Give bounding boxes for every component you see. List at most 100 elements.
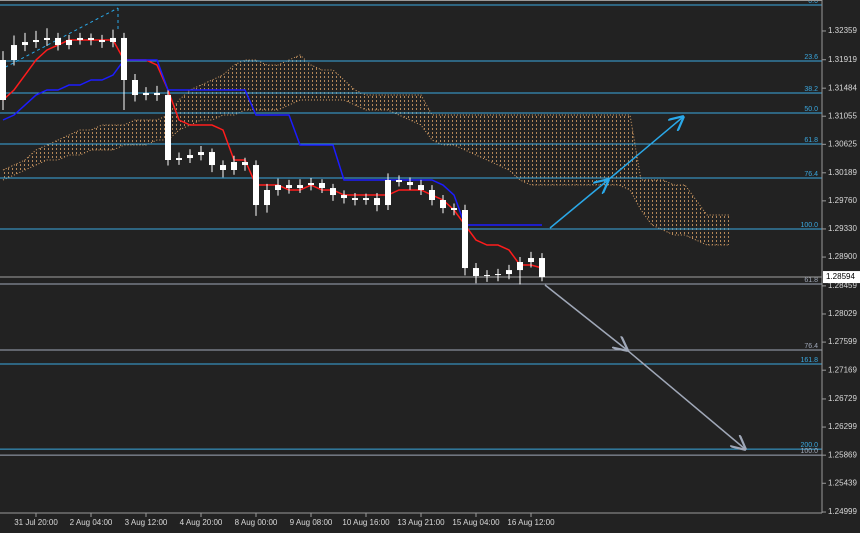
x-tick-label: 16 Aug 12:00 (507, 518, 555, 527)
candle-layer (0, 28, 545, 285)
projection-arrow (626, 349, 745, 449)
y-tick-label: 1.30625 (828, 139, 857, 148)
candle-body (308, 183, 314, 186)
candle-body (286, 185, 292, 189)
y-tick-label: 1.26299 (828, 422, 857, 431)
x-tick-label: 31 Jul 20:00 (14, 518, 58, 527)
y-tick-label: 1.32359 (828, 26, 857, 35)
candle-body (352, 198, 358, 200)
candle-body (132, 79, 138, 96)
candle-body (264, 189, 270, 206)
cloud (3, 55, 729, 246)
indicator-line (2, 59, 542, 226)
candle-body (88, 37, 94, 40)
fib-label: 76.4 (804, 171, 818, 178)
x-tick-label: 2 Aug 04:00 (70, 518, 113, 527)
candle-body (154, 93, 160, 96)
fib-label: 76.4 (804, 343, 818, 350)
projection-arrow (607, 117, 683, 181)
fib-label: 61.8 (804, 277, 818, 284)
y-tick-label: 1.27599 (828, 337, 857, 346)
cloud-edge (2, 54, 729, 216)
candle-body (33, 39, 39, 43)
candle-body (297, 185, 303, 189)
time-axis-bg (0, 513, 822, 533)
fib-label: 0.0 (808, 0, 818, 5)
candle-body (462, 209, 468, 269)
candle-body (396, 179, 402, 183)
candle-body (187, 155, 193, 159)
fib-layer: 0.0 23.6 38.2 50.0 61.8 76.4 100.0 61.8 76.4 161.… (0, 0, 822, 456)
fib-label: 23.6 (804, 54, 818, 61)
x-tick-label: 8 Aug 00:00 (235, 518, 278, 527)
candle-body (11, 45, 17, 60)
fib-label: 38.2 (804, 86, 818, 93)
candle-body (341, 195, 347, 199)
candle-body (385, 179, 391, 206)
candle-body (77, 37, 83, 40)
y-tick-label: 1.28900 (828, 252, 857, 261)
candle-body (209, 152, 215, 166)
x-tick-label: 3 Aug 12:00 (125, 518, 168, 527)
candle-body (143, 93, 149, 96)
candle-body (220, 165, 226, 170)
candle-body (110, 37, 116, 43)
candle-body (0, 59, 6, 100)
candle-body (99, 39, 105, 43)
y-tick-label: 1.25869 (828, 450, 857, 459)
y-tick-label: 1.29760 (828, 196, 857, 205)
candle-body (253, 165, 259, 206)
candle-body (429, 189, 435, 200)
candle-body (506, 270, 512, 275)
y-tick-label: 1.30189 (828, 168, 857, 177)
candle-body (165, 95, 171, 160)
fib-label: 200.0 (800, 442, 818, 449)
fib-label: 100.0 (800, 222, 818, 229)
y-tick-label: 1.28029 (828, 309, 857, 318)
y-tick-label: 1.31484 (828, 83, 857, 92)
price-axis-bg (822, 0, 860, 533)
candle-body (22, 42, 28, 46)
candle-body (319, 183, 325, 189)
candle-body (55, 37, 61, 46)
y-tick-label: 1.31919 (828, 55, 857, 64)
candle-body (121, 37, 127, 80)
fib-label: 100.0 (800, 448, 818, 455)
y-tick-label: 1.31055 (828, 111, 857, 120)
candle-body (330, 188, 336, 196)
candle-body (473, 268, 479, 277)
projection-arrow (549, 180, 608, 229)
y-tick-label: 1.24999 (828, 507, 857, 516)
candle-body (374, 198, 380, 206)
x-tick-label: 15 Aug 04:00 (452, 518, 500, 527)
projection-arrow (544, 284, 627, 350)
x-tick-label: 10 Aug 16:00 (342, 518, 390, 527)
candle-body (363, 198, 369, 200)
candle-body (176, 158, 182, 160)
candle-body (66, 39, 72, 46)
candle-body (198, 152, 204, 156)
candle-body (418, 185, 424, 190)
x-tick-label: 9 Aug 08:00 (290, 518, 333, 527)
fib-label: 161.8 (800, 357, 818, 364)
y-tick-label: 1.25439 (828, 478, 857, 487)
y-tick-label: 1.27169 (828, 365, 857, 374)
candle-body (44, 37, 50, 40)
x-tick-label: 4 Aug 20:00 (180, 518, 223, 527)
candle-body (242, 162, 248, 166)
candle-body (528, 258, 534, 263)
y-tick-label: 1.26729 (828, 394, 857, 403)
fib-label: 61.8 (804, 137, 818, 144)
last-price-box (823, 271, 860, 284)
candle-body (495, 274, 501, 276)
y-tick-label: 1.28459 (828, 281, 857, 290)
fib-label: 50.0 (804, 106, 818, 113)
candle-body (407, 182, 413, 186)
candle-body (440, 199, 446, 209)
candle-body (539, 258, 545, 278)
candle-body (484, 275, 490, 277)
